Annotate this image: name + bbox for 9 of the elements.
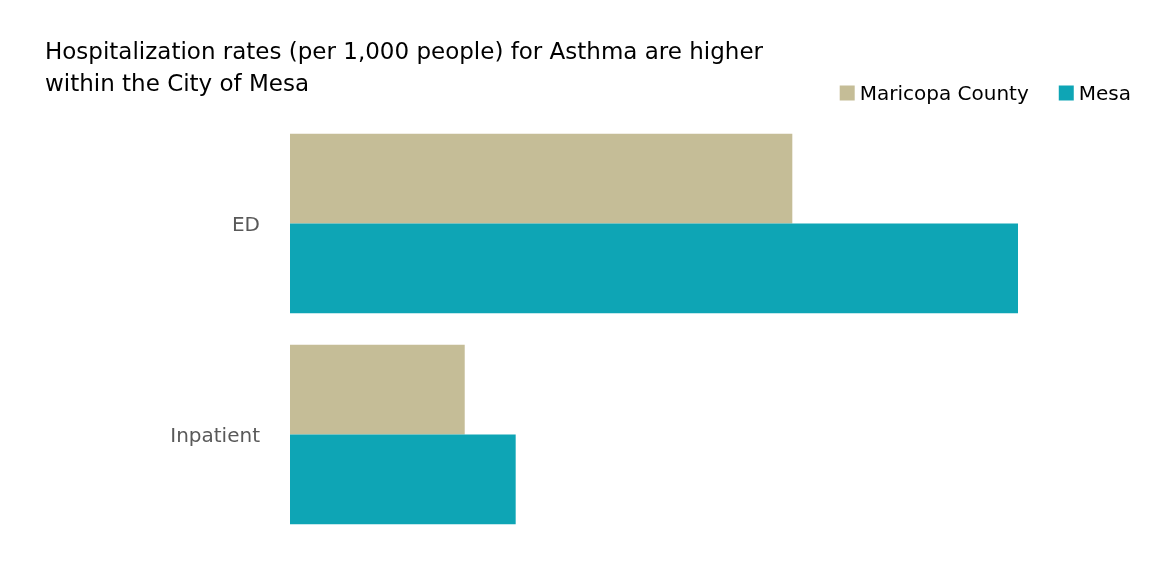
y-tick-label: ED (231, 211, 260, 236)
y-tick-label: Inpatient (170, 422, 261, 447)
legend-label: Mesa (1078, 81, 1132, 105)
bar (290, 344, 465, 435)
bar (290, 133, 793, 224)
chart-title: Hospitalization rates (per 1,000 people) for Asthma are higher within the City of Mesa (45, 38, 764, 96)
bar (290, 434, 516, 525)
legend-label: Maricopa County (859, 81, 1029, 105)
bar (290, 223, 1018, 314)
